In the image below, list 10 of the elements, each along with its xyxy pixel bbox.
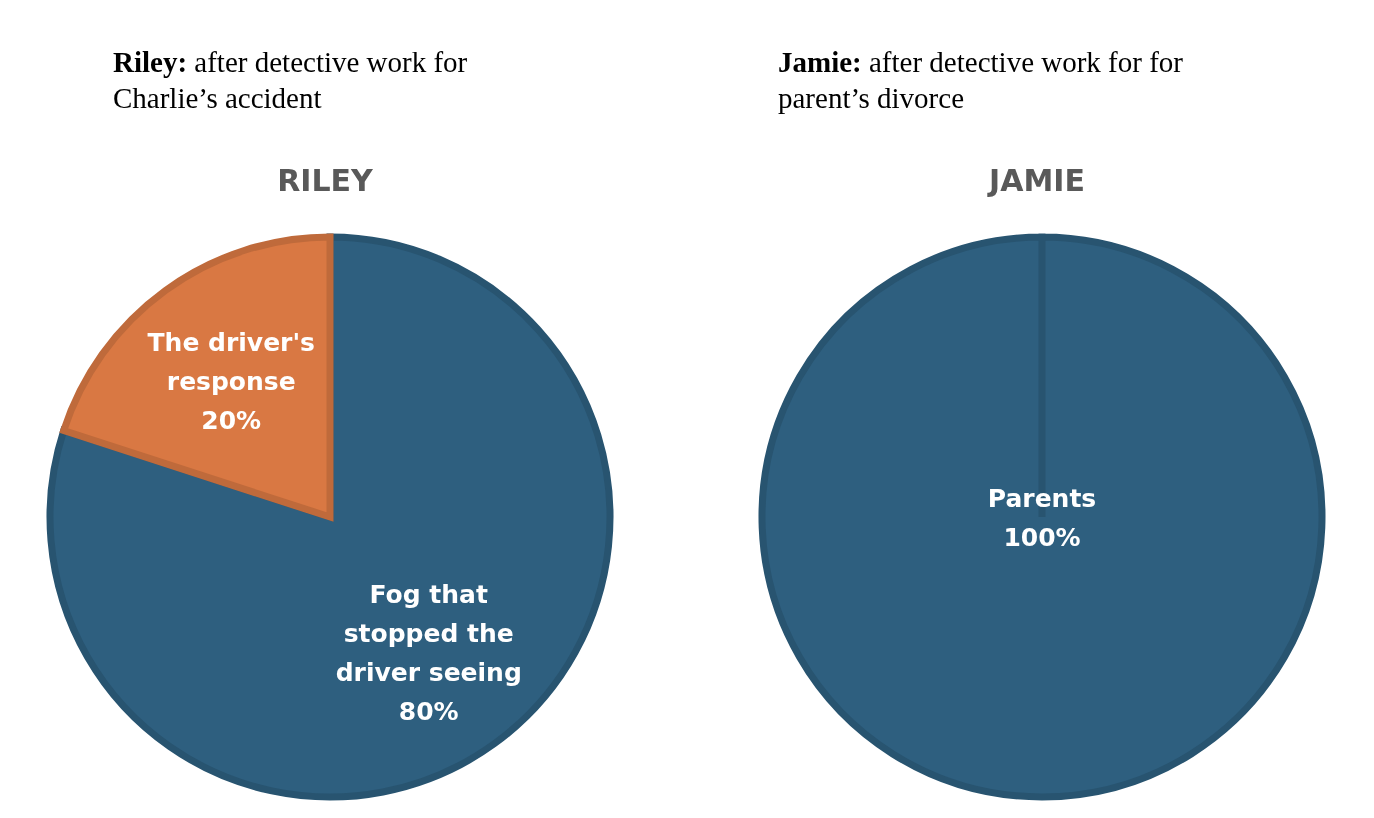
- data-label: 80%: [398, 696, 459, 726]
- chart-subtitle: Riley: after detective work for Charlie’s accident: [113, 45, 469, 116]
- slice-label: The driver's response: [147, 327, 315, 396]
- slice-label: Fog that stopped the driver seeing: [335, 579, 522, 687]
- chart-subtitle: Jamie: after detective work for for parent’s divorce: [778, 45, 1184, 116]
- slice-label: Parents: [987, 483, 1097, 512]
- data-label: 20%: [201, 405, 262, 435]
- chart-title: RILEY: [276, 163, 374, 198]
- chart-title: JAMIE: [986, 163, 1086, 198]
- data-label: 100%: [1003, 522, 1081, 551]
